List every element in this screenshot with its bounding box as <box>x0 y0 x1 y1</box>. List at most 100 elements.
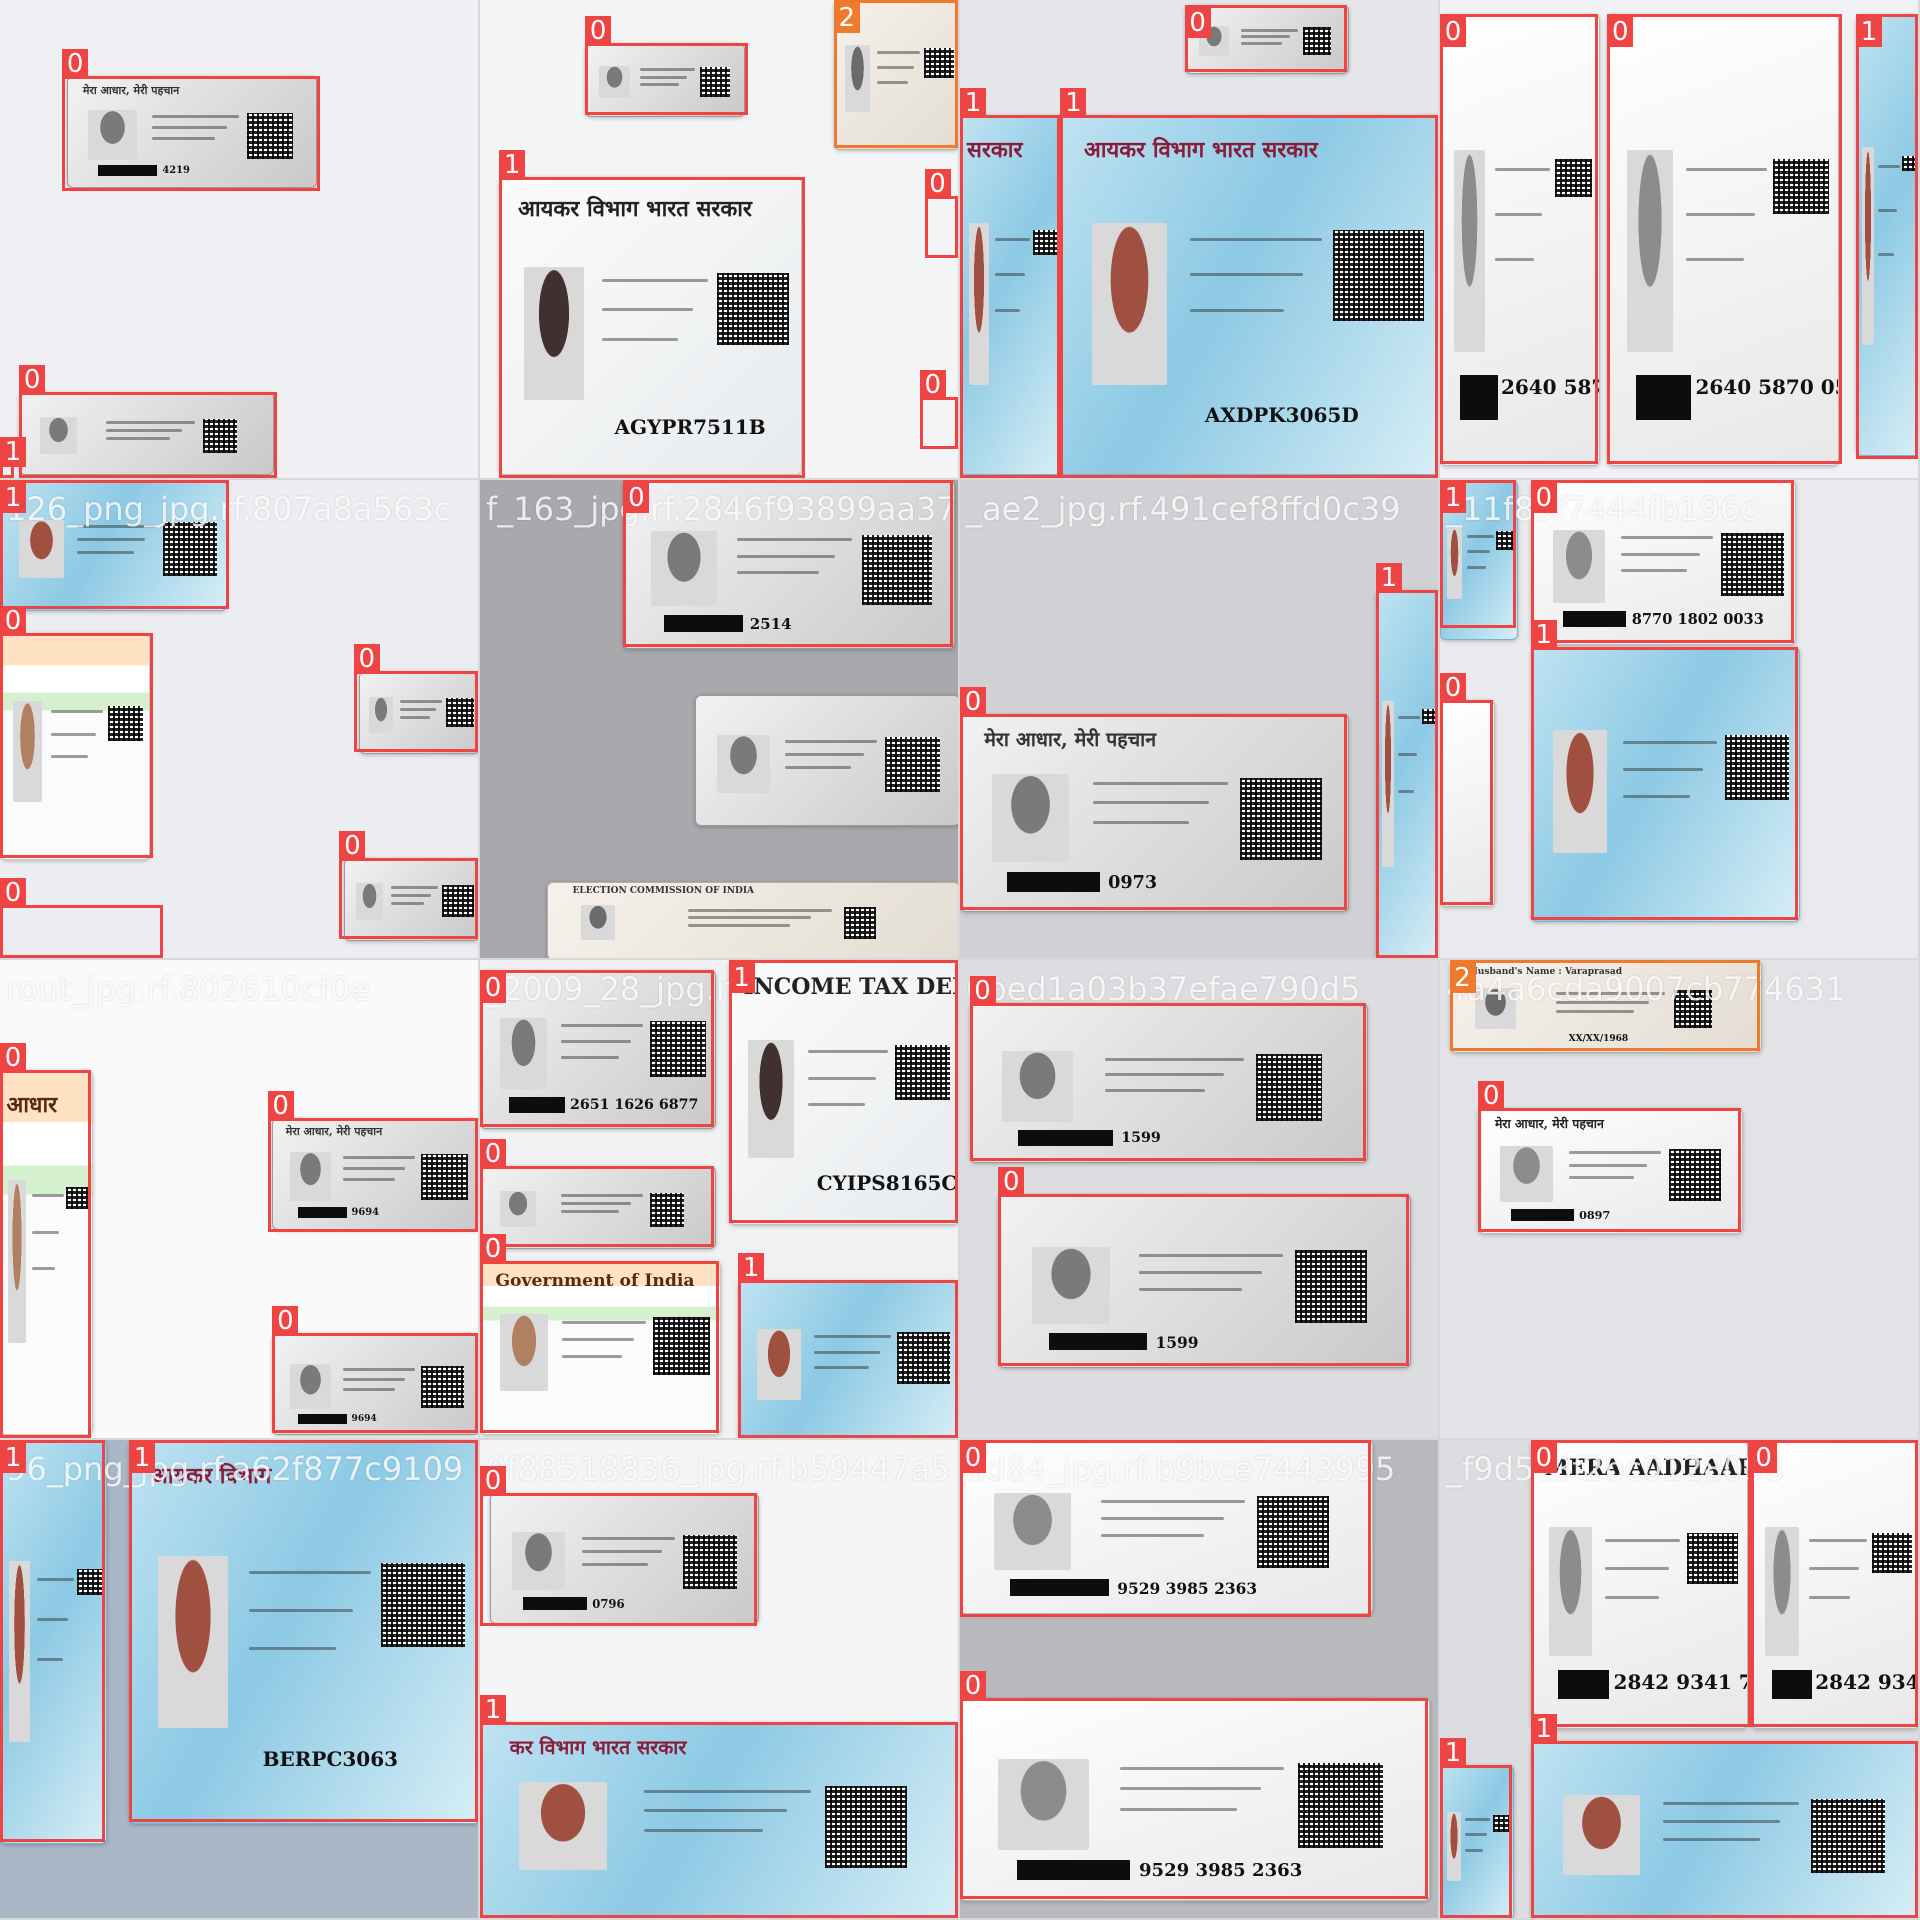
bounding-box-class-0: 0 <box>0 605 153 858</box>
class-label: 1 <box>129 1443 156 1473</box>
card-caption: मेरा आधार, मेरी पहचान <box>285 1125 383 1139</box>
text-line <box>639 68 695 72</box>
text-line <box>995 309 1021 313</box>
class-label: 0 <box>998 1167 1025 1198</box>
qr-code <box>894 1045 950 1101</box>
bounding-box-class-0: 0 <box>272 1305 478 1434</box>
class-label: 1 <box>0 436 26 467</box>
bounding-box-class-1: 1 <box>960 87 1061 478</box>
id-card-pan-blue: आयकर विभाग BERPC3063 <box>129 1440 478 1825</box>
bounding-box-class-0: 0 <box>1440 672 1493 906</box>
text-line <box>1622 768 1704 772</box>
text-line <box>995 237 1031 241</box>
id-card-aadhaar-gray <box>344 857 478 941</box>
text-line <box>1465 1848 1484 1852</box>
redaction-bar <box>509 1096 566 1113</box>
id-card-aadhaar-color: Government of India <box>480 1261 721 1436</box>
text-line <box>1568 1176 1635 1180</box>
class-label: 0 <box>1184 7 1211 38</box>
redaction-bar <box>1010 1578 1109 1596</box>
tile-13: आयकर विभाग BERPC3063 96_png_jpg.rf.a62f877… <box>0 1440 478 1918</box>
portrait-photo <box>1381 701 1395 867</box>
bounding-box-class-0: 0 <box>480 1465 758 1627</box>
bounding-box-class-1: 1 <box>1060 87 1438 478</box>
qr-code <box>1256 1054 1323 1121</box>
card-number: 1599 <box>1121 1130 1161 1147</box>
class-label: 0 <box>480 1234 506 1265</box>
bounding-box-class-1: 1 <box>1440 480 1517 629</box>
bounding-box-class-1: 1 <box>0 1440 106 1842</box>
redaction-bar <box>1459 374 1498 420</box>
text-line <box>1467 550 1490 554</box>
id-card-aadhaar-white: 2640 5870 0547 <box>1607 14 1839 466</box>
text-line <box>687 908 832 912</box>
redaction-bar <box>1557 1670 1610 1700</box>
text-line <box>1663 1819 1780 1823</box>
portrait-photo <box>650 531 717 607</box>
text-line <box>1139 1288 1242 1292</box>
id-card-aadhaar-white: 9529 3985 2363 <box>960 1698 1431 1901</box>
text-line <box>248 1609 354 1613</box>
id-card-aadhaar-gray: 9694 <box>272 1332 478 1436</box>
tile-5: 126_png_jpg.rf.807a8a563c 1 0 0 0 0 <box>0 480 478 958</box>
redaction-bar <box>298 1206 348 1218</box>
card-caption: आधार <box>6 1092 58 1119</box>
qr-code <box>66 1187 89 1209</box>
text-line <box>876 51 921 55</box>
card-number: 4219 <box>162 165 190 177</box>
id-card-voter: Husband's Name : Varaprasad XX/XX/1968 <box>1449 960 1763 1053</box>
bounding-box-class-2: 2 <box>833 0 958 149</box>
text-line <box>643 1789 811 1793</box>
bounding-box-class-0: 0 <box>1478 1081 1742 1233</box>
text-line <box>1877 164 1900 168</box>
text-line <box>343 1156 416 1160</box>
text-line <box>736 537 852 541</box>
id-card-aadhaar-white: 2640 5870 0547 <box>1440 14 1600 466</box>
tile-filename: 0bed1a03b37efae790d5 <box>966 970 1361 1008</box>
qr-code <box>1421 708 1437 724</box>
portrait-photo <box>993 1492 1072 1571</box>
text-line <box>581 1537 676 1541</box>
portrait-photo <box>157 1555 228 1728</box>
tile-4: 2640 5870 0547 2640 5870 0547 0 0 1 <box>1440 0 1918 478</box>
qr-code <box>1554 159 1593 197</box>
qr-code <box>421 1153 468 1201</box>
text-line <box>736 571 819 575</box>
text-line <box>643 1828 764 1832</box>
class-label: 0 <box>480 972 506 1003</box>
class-label: 1 <box>480 1695 506 1726</box>
text-line <box>106 420 195 424</box>
portrait-photo <box>87 110 138 160</box>
text-line <box>31 1230 60 1234</box>
text-line <box>1494 257 1535 261</box>
qr-code <box>1298 1763 1383 1848</box>
text-line <box>813 1334 891 1338</box>
portrait-photo <box>519 1781 608 1870</box>
portrait-photo <box>1765 1527 1799 1657</box>
card-caption: आयकर विभाग भारत सरकार <box>518 195 752 222</box>
text-line <box>343 1178 395 1182</box>
class-label: 0 <box>480 1138 506 1169</box>
card-caption: मेरा आधार, मेरी पहचान <box>984 728 1157 752</box>
qr-code <box>861 534 933 605</box>
text-line <box>687 923 791 927</box>
bounding-box-class-2: 2 <box>1449 960 1761 1051</box>
id-card-aadhaar-gray: 2651 1626 6877 <box>480 969 717 1130</box>
text-line <box>1622 795 1690 799</box>
class-label: 0 <box>0 605 26 636</box>
qr-code <box>202 418 237 454</box>
text-line <box>248 1647 336 1651</box>
tile-filename: _2009_28_jpg.rf. <box>486 970 749 1008</box>
bounding-box-class-0: 0 <box>585 16 748 115</box>
card-number: CYIPS8165C <box>816 1171 958 1196</box>
bounding-box-class-0: 0 <box>62 49 321 192</box>
id-card-pan-blue <box>1375 589 1438 958</box>
text-line <box>1105 1089 1205 1093</box>
text-line <box>687 916 811 920</box>
text-line <box>602 308 693 312</box>
id-card-aadhaar-gray: मेरा आधार, मेरी पहचान 9694 <box>272 1117 478 1230</box>
text-line <box>248 1571 371 1575</box>
qr-code <box>107 705 144 742</box>
qr-code <box>924 48 954 79</box>
text-line <box>390 886 438 890</box>
